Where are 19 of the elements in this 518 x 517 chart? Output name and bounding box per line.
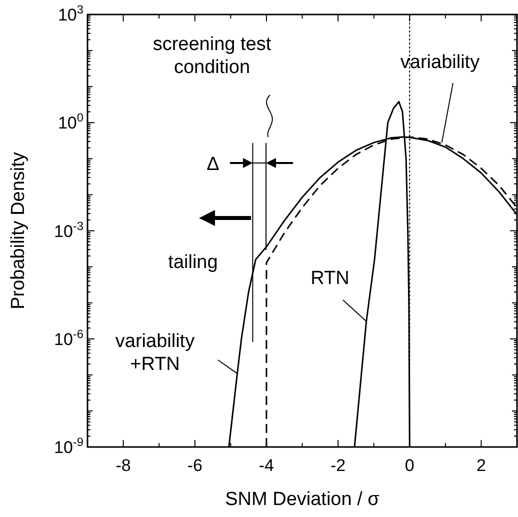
x-axis-title: SNM Deviation / σ: [225, 489, 380, 510]
x-tick-label: -4: [258, 456, 274, 475]
annotation: tailing: [168, 252, 218, 273]
annotation: variability: [400, 52, 480, 73]
x-tick-label: -2: [330, 456, 346, 475]
annotation: screening test condition: [152, 34, 272, 78]
x-tick-label: -8: [116, 456, 131, 475]
annotation: variability +RTN: [115, 331, 196, 375]
y-tick-label: 10$^{-6}$: [54, 326, 84, 349]
annotation: Δ: [206, 154, 220, 175]
x-tick-label: -6: [187, 456, 202, 475]
annotation: RTN: [310, 268, 350, 289]
y-tick-label: 10$^{0}$: [58, 110, 84, 133]
y-axis-title: Probability Density: [8, 152, 29, 310]
y-tick-label: 10$^{3}$: [58, 2, 84, 24]
y-tick-label: 10$^{-9}$: [54, 435, 84, 457]
x-tick-label: 0: [404, 456, 414, 475]
x-tick-label: 2: [476, 456, 486, 475]
y-tick-label: 10$^{-3}$: [54, 218, 84, 241]
